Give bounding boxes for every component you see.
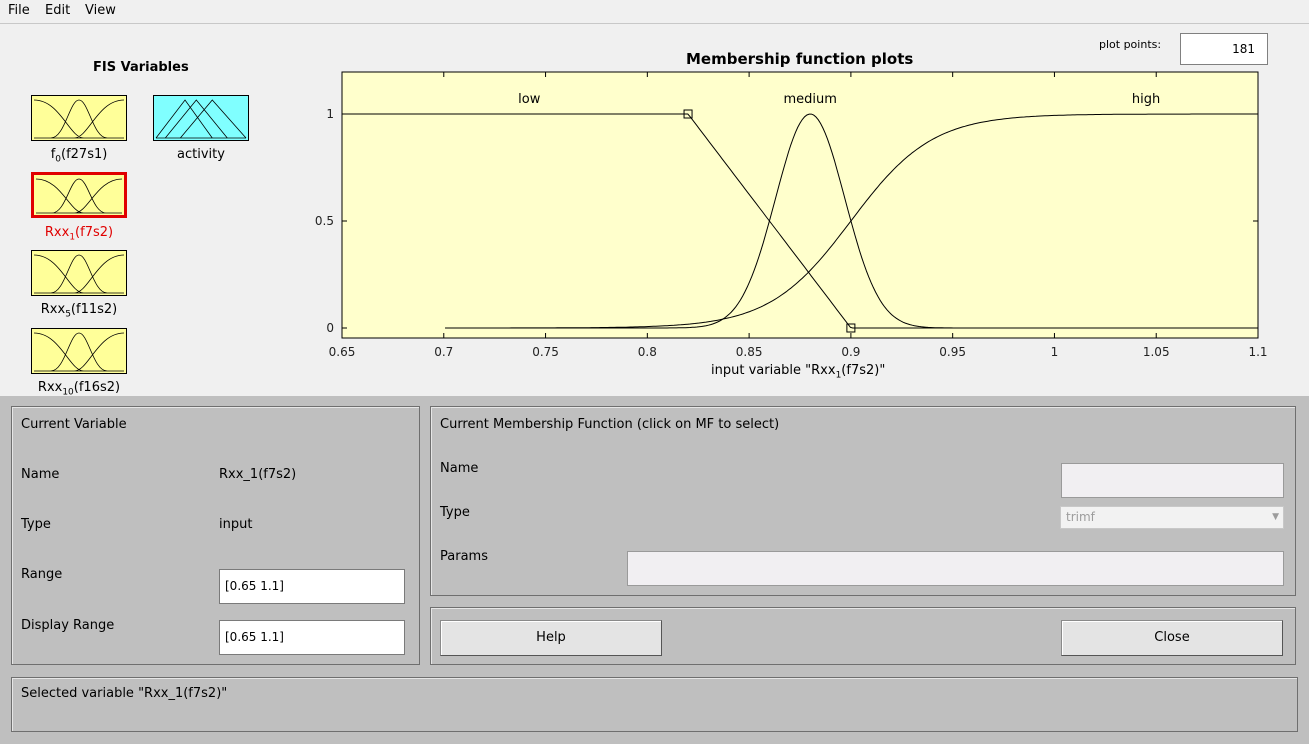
- mf-params-input[interactable]: [627, 551, 1284, 586]
- range-label: Range: [21, 567, 63, 582]
- xlabel-suffix: (f7s2)": [841, 363, 886, 378]
- fis-variable-label-1: activity: [177, 147, 225, 162]
- mf-type-label: Type: [440, 505, 470, 520]
- display-range-input[interactable]: [0.65 1.1]: [219, 620, 405, 655]
- range-input[interactable]: [0.65 1.1]: [219, 569, 405, 604]
- membership-icon: [155, 99, 247, 139]
- type-value: input: [219, 517, 253, 532]
- fis-variable-label-4: Rxx10(f16s2): [38, 380, 120, 398]
- var-label-suffix: (f7s2): [75, 225, 114, 240]
- x-tick-label: 0.8: [638, 345, 657, 359]
- name-label: Name: [21, 467, 60, 482]
- fis-variable-label-3: Rxx5(f11s2): [41, 302, 117, 320]
- fis-variable-box-1[interactable]: [153, 95, 249, 141]
- var-label-suffix: (f16s2): [73, 380, 121, 395]
- display-range-label: Display Range: [21, 618, 115, 633]
- status-text: Selected variable "Rxx_1(f7s2)": [21, 686, 228, 701]
- current-mf-title: Current Membership Function (click on MF…: [440, 417, 780, 432]
- mf-name-input[interactable]: [1061, 463, 1284, 498]
- menu-file[interactable]: File: [8, 3, 30, 18]
- y-tick-label: 1: [326, 107, 334, 121]
- menu-view[interactable]: View: [85, 3, 116, 18]
- type-label: Type: [21, 517, 51, 532]
- var-label-sub: 1: [69, 232, 76, 243]
- current-variable-title: Current Variable: [21, 417, 127, 432]
- membership-icon: [35, 178, 123, 214]
- x-tick-label: 1: [1051, 345, 1059, 359]
- var-label-suffix: (f27s1): [61, 147, 108, 162]
- menu-edit[interactable]: Edit: [45, 3, 71, 18]
- selected-point-marker: [683, 109, 693, 119]
- y-tick-label: 0: [326, 321, 334, 335]
- mf-type-select[interactable]: trimf ▼: [1060, 506, 1284, 529]
- help-button[interactable]: Help: [440, 620, 662, 656]
- menu-bar: File Edit View: [0, 0, 1309, 24]
- mf-type-value: trimf: [1066, 510, 1095, 524]
- fis-variable-box-0[interactable]: [31, 95, 127, 141]
- selected-point-marker: [846, 323, 856, 333]
- x-tick-label: 1.05: [1143, 345, 1170, 359]
- xlabel-base: input variable "Rxx: [711, 363, 836, 378]
- plot-points-input[interactable]: 181: [1180, 33, 1268, 65]
- fis-variable-label-0: f0(f27s1): [51, 147, 108, 165]
- close-button[interactable]: Close: [1061, 620, 1283, 656]
- chevron-down-icon: ▼: [1272, 512, 1279, 522]
- plot-area: [341, 71, 1259, 339]
- fis-variable-box-2[interactable]: [31, 172, 127, 218]
- buttons-panel: [430, 607, 1296, 665]
- mf-label-medium: medium: [783, 92, 836, 107]
- x-tick-label: 0.75: [532, 345, 559, 359]
- mf-params-label: Params: [440, 549, 488, 564]
- x-tick-label: 0.85: [736, 345, 763, 359]
- var-label-base: Rxx: [44, 225, 70, 240]
- current-variable-panel: [11, 406, 420, 665]
- membership-icon: [33, 254, 125, 294]
- var-label-base: activity: [177, 147, 225, 162]
- x-tick-label: 0.65: [329, 345, 356, 359]
- current-mf-panel: [430, 406, 1296, 596]
- x-tick-label: 1.1: [1248, 345, 1267, 359]
- var-label-suffix: (f11s2): [70, 302, 118, 317]
- fis-variable-box-4[interactable]: [31, 328, 127, 374]
- xlabel-sub: 1: [835, 370, 842, 381]
- membership-function-plot[interactable]: 0.65 0.7 0.75 0.8 0.85 0.9 0.95 1 1.05 1.1 0 0.5 1 lo…: [300, 66, 1290, 386]
- mf-curve-high: [445, 113, 1258, 329]
- var-label-base: Rxx: [37, 380, 63, 395]
- var-label-base: f: [50, 147, 56, 162]
- var-label-sub: 10: [62, 387, 74, 398]
- plot-title: Membership function plots: [686, 50, 914, 68]
- x-tick-label: 0.9: [841, 345, 860, 359]
- fis-variable-box-3[interactable]: [31, 250, 127, 296]
- mf-label-high: high: [1132, 92, 1160, 107]
- mf-name-label: Name: [440, 461, 479, 476]
- fis-variable-label-2: Rxx1(f7s2): [45, 225, 113, 243]
- plot-points-label: plot points:: [1099, 38, 1162, 51]
- y-tick-label: 0.5: [315, 214, 334, 228]
- x-tick-label: 0.95: [939, 345, 966, 359]
- status-panel: [11, 677, 1298, 732]
- membership-icon: [33, 99, 125, 139]
- mf-label-low: low: [518, 92, 541, 107]
- membership-icon: [33, 332, 125, 372]
- var-label-base: Rxx: [40, 302, 66, 317]
- name-value: Rxx_1(f7s2): [219, 467, 297, 482]
- fis-variables-title: FIS Variables: [93, 60, 189, 75]
- x-tick-label: 0.7: [434, 345, 453, 359]
- var-label-sub: 0: [55, 154, 61, 165]
- var-label-sub: 5: [65, 309, 71, 320]
- plot-xlabel: input variable "Rxx1(f7s2)": [711, 363, 885, 381]
